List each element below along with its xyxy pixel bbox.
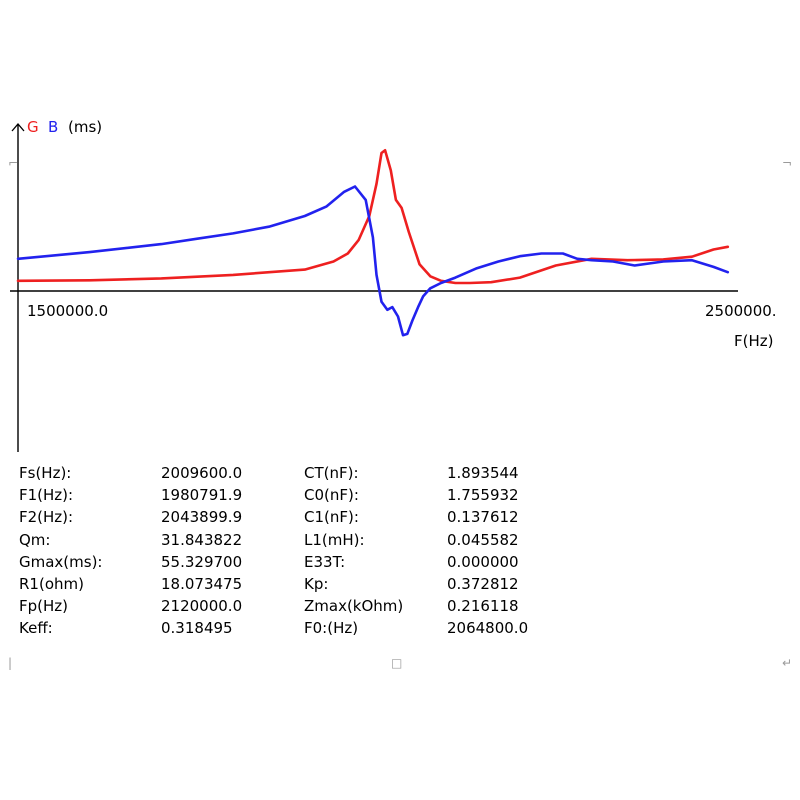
param-value: 1980791.9 [161, 486, 243, 505]
param-label: C0(nF): [304, 486, 359, 505]
param-label: R1(ohm) [19, 574, 84, 593]
param-value: 2043899.9 [161, 508, 243, 527]
param-value: 1.755932 [447, 486, 519, 505]
y-label-unit: (ms) [68, 118, 102, 136]
corner-mark-bottom-left: | [8, 656, 13, 670]
param-label: Zmax(kOhm) [304, 597, 404, 616]
return-arrow-icon: ↵ [782, 656, 793, 670]
param-value: 0.137612 [447, 508, 519, 527]
param-value: 0.000000 [447, 552, 519, 571]
param-value: 1.893544 [447, 464, 519, 482]
param-label: F1(Hz): [19, 486, 74, 505]
param-value: 2120000.0 [161, 597, 243, 616]
param-label: Keff: [19, 619, 53, 638]
param-value: 2064800.0 [447, 619, 529, 638]
x-tick-label-min: 1500000.0 [27, 302, 108, 320]
y-label-b: B [48, 118, 58, 136]
param-value: 0.045582 [447, 530, 519, 549]
anchor-square-icon: □ [391, 656, 403, 670]
param-value: 0.216118 [447, 597, 519, 616]
param-label: L1(mH): [304, 530, 365, 549]
param-value: 18.073475 [161, 574, 243, 593]
param-label: F2(Hz): [19, 508, 74, 527]
param-value: 0.372812 [447, 574, 519, 593]
param-value: 0.318495 [161, 619, 233, 638]
param-label: Kp: [304, 574, 329, 593]
param-label: Qm: [19, 530, 51, 549]
x-tick-label-max: 2500000. [705, 302, 777, 320]
param-label: E33T: [304, 552, 346, 571]
corner-mark-top-right: ¬ [782, 156, 793, 170]
param-label: Fp(Hz) [19, 597, 69, 616]
param-value: 2009600.0 [161, 464, 243, 482]
param-label: Fs(Hz): [19, 464, 72, 482]
y-label-g: G [27, 118, 39, 136]
x-axis-label: F(Hz) [734, 332, 774, 350]
param-value: 55.329700 [161, 552, 243, 571]
param-label: CT(nF): [304, 464, 359, 482]
param-label: F0:(Hz) [304, 619, 359, 638]
param-value: 31.843822 [161, 530, 243, 549]
corner-mark-top-left: ⌐ [8, 156, 19, 170]
param-label: C1(nF): [304, 508, 359, 527]
param-label: Gmax(ms): [19, 552, 103, 571]
y-axis-arrow [11, 123, 25, 132]
series-b-line [16, 185, 730, 337]
series-g-line [16, 149, 730, 285]
